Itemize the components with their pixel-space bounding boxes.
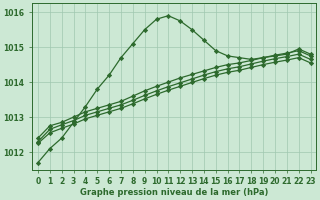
X-axis label: Graphe pression niveau de la mer (hPa): Graphe pression niveau de la mer (hPa) — [80, 188, 268, 197]
